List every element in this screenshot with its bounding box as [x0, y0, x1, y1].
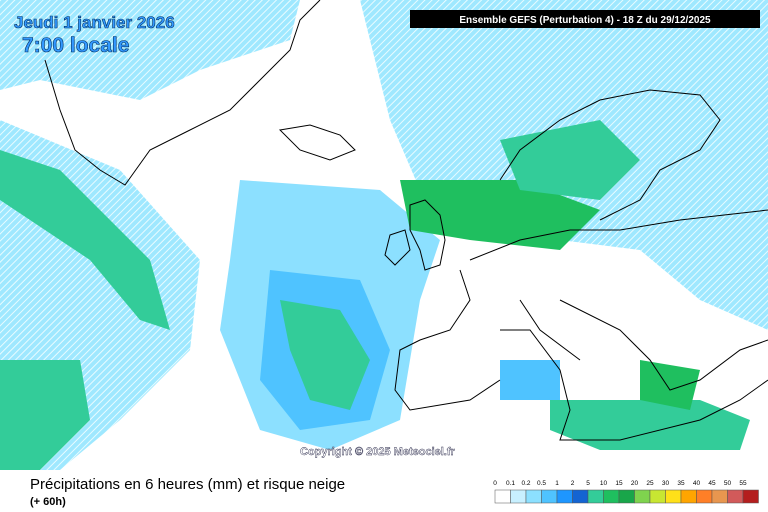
legend-swatch — [711, 489, 728, 504]
legend-swatch — [742, 489, 759, 504]
legend-swatch — [494, 489, 511, 504]
legend-label: 0.5 — [537, 480, 546, 487]
legend-label: 35 — [677, 480, 685, 487]
copyright: Copyright © 2025 Meteociel.fr — [300, 446, 456, 458]
legend-swatch — [634, 489, 651, 504]
legend-swatch — [665, 489, 682, 504]
legend-label: 30 — [662, 480, 670, 487]
run-box — [410, 10, 760, 28]
legend-swatch — [556, 489, 573, 504]
legend-swatch — [603, 489, 620, 504]
legend-label: 25 — [646, 480, 654, 487]
legend-swatch — [727, 489, 744, 504]
legend-swatch — [649, 489, 666, 504]
legend-swatch — [680, 489, 697, 504]
legend-label: 0.1 — [506, 480, 515, 487]
legend-label: 50 — [724, 480, 732, 487]
legend-label: 15 — [615, 480, 623, 487]
legend-swatch — [572, 489, 589, 504]
precip-areas — [0, 0, 768, 470]
legend-swatch — [618, 489, 635, 504]
legend: 0 0.1 0.2 0.5 1 2 5 10 15 20 25 30 35 40 45 50 55 — [493, 480, 759, 504]
legend-label: 0 — [493, 480, 497, 487]
footer-lead: (+ 60h) — [30, 496, 66, 508]
legend-swatch — [510, 489, 527, 504]
legend-label: 5 — [586, 480, 590, 487]
legend-label: 2 — [571, 480, 575, 487]
legend-swatch — [587, 489, 604, 504]
legend-label: 55 — [739, 480, 747, 487]
footer-title: Précipitations en 6 heures (mm) et risqu… — [30, 476, 345, 493]
legend-label: 40 — [693, 480, 701, 487]
legend-label: 45 — [708, 480, 716, 487]
run-info: Ensemble GEFS (Perturbation 4) - 18 Z du… — [459, 15, 711, 26]
legend-swatch — [525, 489, 542, 504]
date: Jeudi 1 janvier 2026 — [14, 13, 175, 32]
legend-label: 10 — [600, 480, 608, 487]
legend-swatch — [541, 489, 558, 504]
time: 7:00 locale — [22, 34, 129, 57]
legend-label: 20 — [631, 480, 639, 487]
legend-label: 1 — [555, 480, 559, 487]
legend-label: 0.2 — [521, 480, 530, 487]
coastlines — [44, 0, 768, 441]
legend-swatch — [696, 489, 713, 504]
